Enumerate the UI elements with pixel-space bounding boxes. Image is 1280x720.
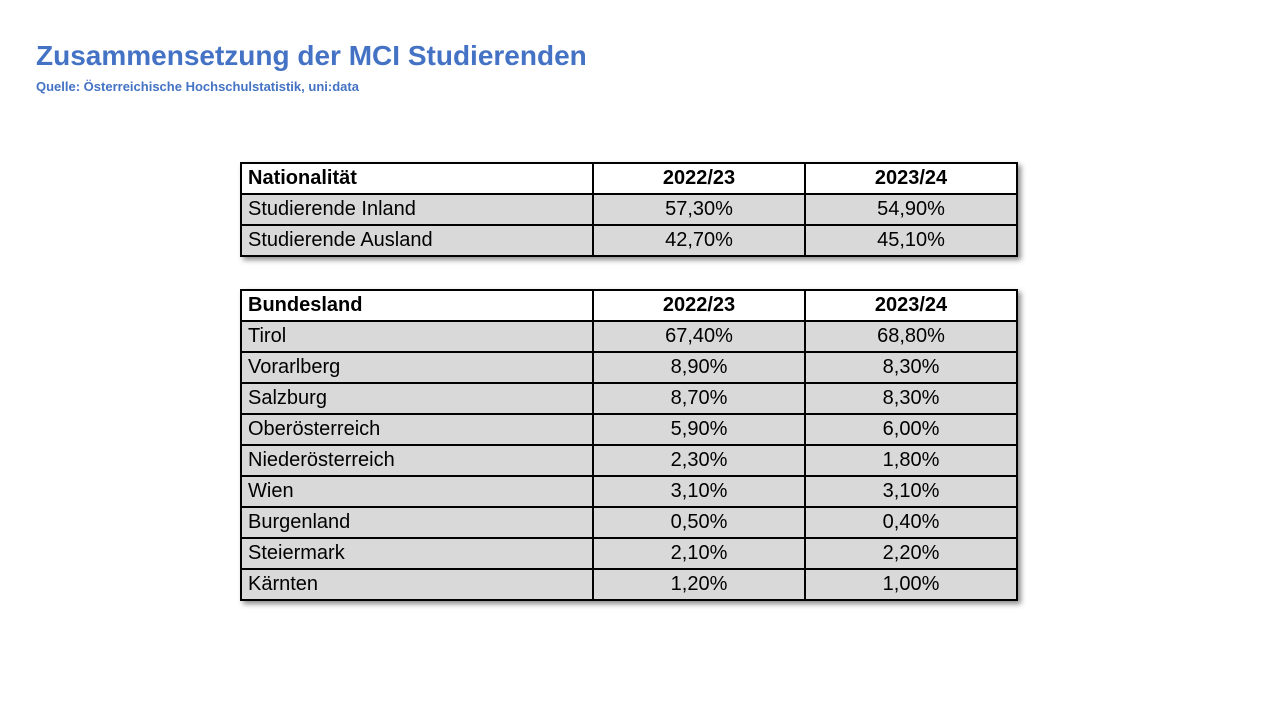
table-row: Vorarlberg 8,90% 8,30% [240,351,1018,384]
table-row: Salzburg 8,70% 8,30% [240,382,1018,415]
table-row: Niederösterreich 2,30% 1,80% [240,444,1018,477]
cell-value: 57,30% [592,193,806,226]
row-label: Wien [240,475,594,508]
cell-value: 8,30% [804,382,1018,415]
cell-value: 42,70% [592,224,806,257]
row-label: Studierende Inland [240,193,594,226]
table-row: Tirol 67,40% 68,80% [240,320,1018,353]
row-label: Vorarlberg [240,351,594,384]
state-table: Bundesland 2022/23 2023/24 Tirol 67,40% … [240,289,1018,601]
column-header: 2023/24 [804,162,1018,195]
row-label: Salzburg [240,382,594,415]
cell-value: 3,10% [592,475,806,508]
cell-value: 8,70% [592,382,806,415]
table-row: Burgenland 0,50% 0,40% [240,506,1018,539]
column-header: 2023/24 [804,289,1018,322]
row-label: Oberösterreich [240,413,594,446]
table-row: Studierende Inland 57,30% 54,90% [240,193,1018,226]
cell-value: 5,90% [592,413,806,446]
row-label: Burgenland [240,506,594,539]
slide-subtitle: Quelle: Österreichische Hochschulstatist… [36,79,359,94]
table-header-row: Nationalität 2022/23 2023/24 [240,162,1018,195]
column-header: Nationalität [240,162,594,195]
row-label: Steiermark [240,537,594,570]
cell-value: 1,00% [804,568,1018,601]
cell-value: 67,40% [592,320,806,353]
slide-title: Zusammensetzung der MCI Studierenden [36,40,587,71]
nationality-table: Nationalität 2022/23 2023/24 Studierende… [240,162,1018,257]
cell-value: 1,20% [592,568,806,601]
column-header: Bundesland [240,289,594,322]
column-header: 2022/23 [592,289,806,322]
cell-value: 3,10% [804,475,1018,508]
cell-value: 2,30% [592,444,806,477]
cell-value: 6,00% [804,413,1018,446]
cell-value: 0,50% [592,506,806,539]
cell-value: 1,80% [804,444,1018,477]
cell-value: 0,40% [804,506,1018,539]
table-row: Wien 3,10% 3,10% [240,475,1018,508]
cell-value: 54,90% [804,193,1018,226]
cell-value: 8,90% [592,351,806,384]
cell-value: 2,10% [592,537,806,570]
column-header: 2022/23 [592,162,806,195]
cell-value: 2,20% [804,537,1018,570]
cell-value: 8,30% [804,351,1018,384]
row-label: Tirol [240,320,594,353]
table-row: Oberösterreich 5,90% 6,00% [240,413,1018,446]
table-row: Studierende Ausland 42,70% 45,10% [240,224,1018,257]
cell-value: 68,80% [804,320,1018,353]
row-label: Kärnten [240,568,594,601]
cell-value: 45,10% [804,224,1018,257]
row-label: Niederösterreich [240,444,594,477]
table-row: Kärnten 1,20% 1,00% [240,568,1018,601]
row-label: Studierende Ausland [240,224,594,257]
table-row: Steiermark 2,10% 2,20% [240,537,1018,570]
table-header-row: Bundesland 2022/23 2023/24 [240,289,1018,322]
